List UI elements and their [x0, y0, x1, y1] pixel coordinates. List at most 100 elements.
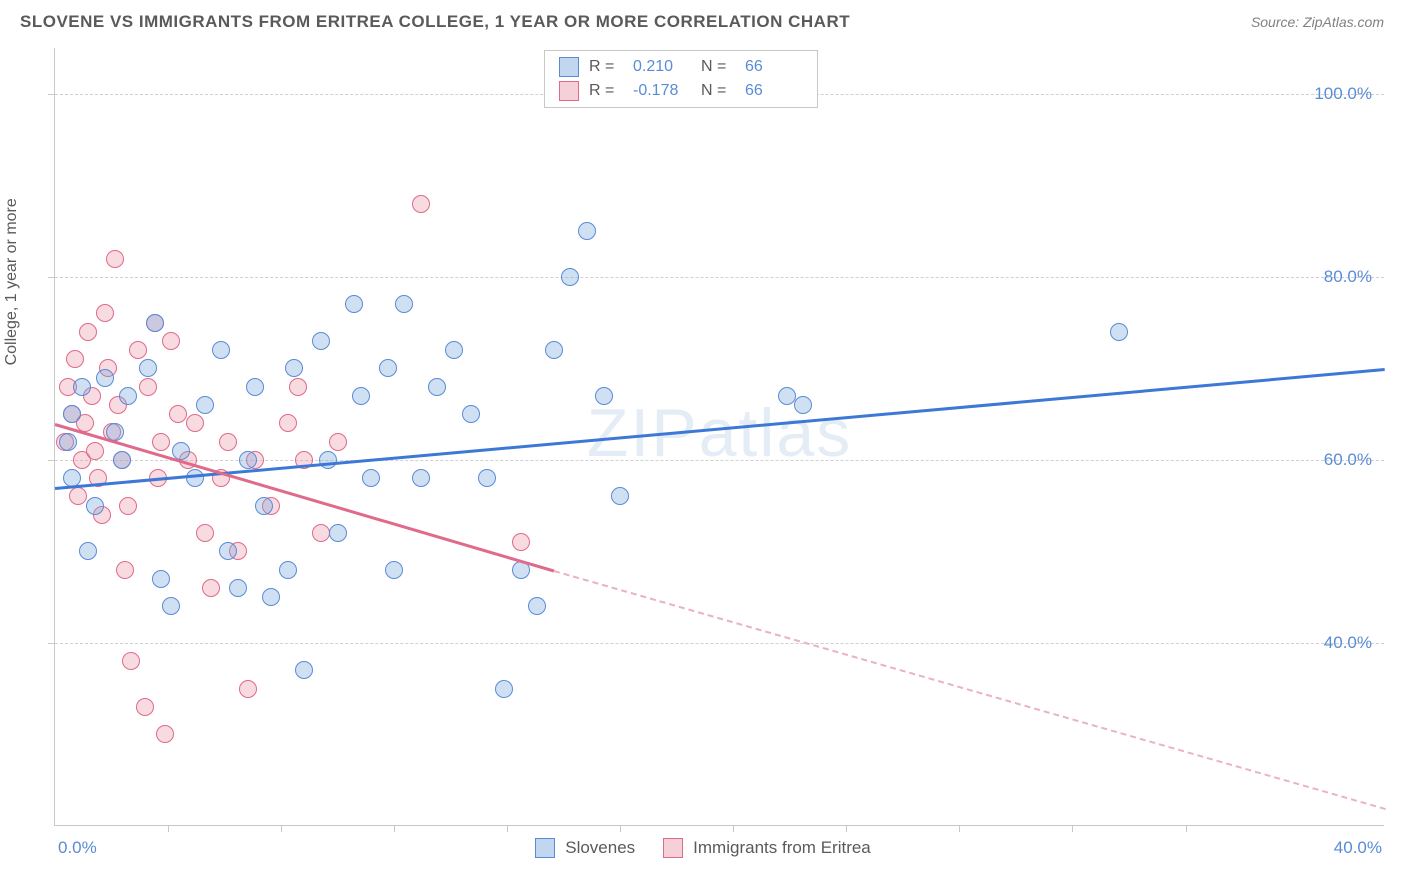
marker-blue [778, 387, 796, 405]
y-axis-title: College, 1 year or more [3, 198, 21, 365]
marker-blue [478, 469, 496, 487]
marker-blue [262, 588, 280, 606]
marker-blue [63, 405, 81, 423]
marker-pink [86, 442, 104, 460]
x-tick [959, 825, 960, 832]
legend-series-label: Immigrants from Eritrea [693, 838, 871, 858]
marker-pink [289, 378, 307, 396]
marker-blue [152, 570, 170, 588]
marker-blue [794, 396, 812, 414]
y-tick-label: 80.0% [1324, 267, 1372, 287]
source-attribution: Source: ZipAtlas.com [1251, 14, 1384, 30]
marker-blue [139, 359, 157, 377]
marker-blue [412, 469, 430, 487]
marker-pink [156, 725, 174, 743]
legend-series-label: Slovenes [565, 838, 635, 858]
legend-item: Slovenes [535, 838, 635, 858]
marker-pink [239, 680, 257, 698]
marker-blue [1110, 323, 1128, 341]
marker-pink [119, 497, 137, 515]
marker-blue [186, 469, 204, 487]
legend-n-label: N = [701, 58, 735, 76]
marker-blue [385, 561, 403, 579]
chart-title: SLOVENE VS IMMIGRANTS FROM ERITREA COLLE… [20, 12, 850, 32]
marker-pink [202, 579, 220, 597]
x-tick [733, 825, 734, 832]
x-tick [1186, 825, 1187, 832]
x-tick [394, 825, 395, 832]
marker-blue [578, 222, 596, 240]
y-tick [48, 94, 55, 95]
marker-blue [119, 387, 137, 405]
marker-blue [462, 405, 480, 423]
marker-pink [312, 524, 330, 542]
legend-n-label: N = [701, 82, 735, 100]
marker-blue [495, 680, 513, 698]
marker-blue [196, 396, 214, 414]
marker-pink [116, 561, 134, 579]
marker-pink [186, 414, 204, 432]
marker-blue [352, 387, 370, 405]
marker-blue [611, 487, 629, 505]
y-tick [48, 643, 55, 644]
trendline-pink-extrapolated [553, 570, 1385, 810]
marker-blue [329, 524, 347, 542]
marker-pink [152, 433, 170, 451]
marker-pink [79, 323, 97, 341]
marker-pink [106, 250, 124, 268]
marker-blue [96, 369, 114, 387]
marker-pink [122, 652, 140, 670]
marker-pink [96, 304, 114, 322]
marker-blue [561, 268, 579, 286]
x-tick [846, 825, 847, 832]
marker-blue [212, 341, 230, 359]
marker-blue [379, 359, 397, 377]
marker-blue [595, 387, 613, 405]
x-tick [168, 825, 169, 832]
marker-pink [412, 195, 430, 213]
marker-blue [345, 295, 363, 313]
y-tick [48, 277, 55, 278]
legend-row: R =-0.178N =66 [545, 79, 817, 103]
legend-r-label: R = [589, 58, 623, 76]
marker-pink [219, 433, 237, 451]
gridline-h [55, 643, 1384, 644]
marker-blue [428, 378, 446, 396]
marker-blue [255, 497, 273, 515]
series-legend: Slovenes Immigrants from Eritrea [0, 838, 1406, 858]
marker-blue [113, 451, 131, 469]
legend-swatch-blue [535, 838, 555, 858]
marker-pink [139, 378, 157, 396]
marker-pink [69, 487, 87, 505]
marker-pink [162, 332, 180, 350]
marker-blue [362, 469, 380, 487]
marker-pink [512, 533, 530, 551]
y-tick [48, 460, 55, 461]
marker-blue [172, 442, 190, 460]
marker-pink [279, 414, 297, 432]
marker-blue [246, 378, 264, 396]
legend-swatch-pink [663, 838, 683, 858]
gridline-h [55, 277, 1384, 278]
x-tick [620, 825, 621, 832]
legend-r-label: R = [589, 82, 623, 100]
marker-blue [279, 561, 297, 579]
legend-item: Immigrants from Eritrea [663, 838, 871, 858]
marker-pink [169, 405, 187, 423]
marker-blue [86, 497, 104, 515]
marker-blue [285, 359, 303, 377]
x-tick [1072, 825, 1073, 832]
legend-swatch-blue [559, 57, 579, 77]
marker-blue [545, 341, 563, 359]
marker-blue [239, 451, 257, 469]
marker-blue [219, 542, 237, 560]
y-tick-label: 40.0% [1324, 633, 1372, 653]
legend-swatch-pink [559, 81, 579, 101]
legend-r-value: 0.210 [633, 58, 691, 76]
marker-blue [445, 341, 463, 359]
y-tick-label: 100.0% [1314, 84, 1372, 104]
marker-blue [79, 542, 97, 560]
marker-blue [59, 433, 77, 451]
marker-blue [146, 314, 164, 332]
correlation-legend: R =0.210N =66R =-0.178N =66 [544, 50, 818, 108]
